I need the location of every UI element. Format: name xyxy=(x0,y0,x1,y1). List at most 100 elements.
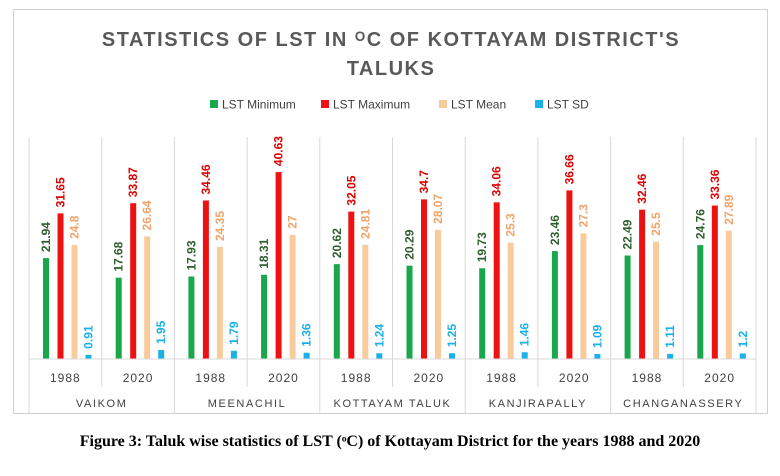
data-label-9-2: 27.89 xyxy=(722,194,736,224)
data-label-5-1: 34.7 xyxy=(417,170,431,194)
year-tick-label: 2020 xyxy=(413,371,444,385)
bar-5-2 xyxy=(435,229,441,359)
data-label-8-2: 25.5 xyxy=(649,212,663,236)
data-label-7-2: 27.3 xyxy=(576,204,590,228)
bar-8-1 xyxy=(639,209,646,359)
data-label-2-0: 17.93 xyxy=(184,240,198,270)
bar-3-2 xyxy=(289,234,296,359)
data-label-7-3: 1.09 xyxy=(590,324,604,348)
taluk-group-label: CHANGANASSERY xyxy=(623,398,743,410)
data-label-8-1: 32.46 xyxy=(635,173,649,203)
bar-4-0 xyxy=(333,264,340,359)
data-label-0-3: 0.91 xyxy=(82,325,96,349)
data-label-7-1: 36.66 xyxy=(562,154,576,184)
bar-4-1 xyxy=(348,211,355,359)
chart-title-line-2: TALUKS xyxy=(347,58,436,80)
bar-7-0 xyxy=(551,251,558,359)
category-axis: 1988 2020 1988 2020 1988 2020 1988 2020 1988 2020… xyxy=(28,137,757,413)
bar-9-1 xyxy=(711,205,718,359)
legend-swatch-1 xyxy=(321,100,329,108)
data-label-4-3: 1.24 xyxy=(372,324,386,348)
bar-2-0 xyxy=(188,276,195,359)
data-label-3-3: 1.36 xyxy=(300,323,314,347)
year-tick-label: 2020 xyxy=(268,371,299,385)
data-label-2-3: 1.79 xyxy=(227,321,241,345)
year-tick-label: 1988 xyxy=(486,371,517,385)
legend-label-2: LST Mean xyxy=(451,98,506,112)
bar-7-2 xyxy=(580,233,587,359)
data-label-0-0: 21.94 xyxy=(39,222,53,252)
chart-legend: LST Minimum LST Maximum LST Mean LST SD xyxy=(210,98,589,112)
data-label-6-1: 34.06 xyxy=(490,166,504,196)
year-tick-label: 1988 xyxy=(341,371,372,385)
bar-4-3 xyxy=(376,353,383,359)
bar-2-2 xyxy=(216,246,223,359)
legend-label-1: LST Maximum xyxy=(333,98,410,112)
chart-title-line-1: STATISTICS OF LST IN ᴼC OF KOTTAYAM DIST… xyxy=(102,29,680,51)
taluk-group-label: KANJIRAPALLY xyxy=(489,398,587,410)
bar-2-1 xyxy=(202,200,209,359)
bar-9-2 xyxy=(725,230,732,359)
year-tick-label: 2020 xyxy=(559,371,590,385)
lst-bar-chart: STATISTICS OF LST IN ᴼC OF KOTTAYAM DIST… xyxy=(28,29,757,413)
data-label-2-1: 34.46 xyxy=(199,164,213,194)
bar-8-3 xyxy=(667,353,674,359)
data-label-0-1: 31.65 xyxy=(54,177,68,207)
bar-5-1 xyxy=(421,199,427,359)
data-label-3-0: 18.31 xyxy=(257,238,271,268)
data-label-2-2: 24.35 xyxy=(213,211,227,241)
bar-9-0 xyxy=(697,245,704,359)
bar-8-0 xyxy=(624,255,631,359)
data-label-6-0: 19.73 xyxy=(475,232,489,262)
data-label-1-2: 26.64 xyxy=(140,200,154,230)
bar-6-0 xyxy=(479,268,486,359)
bar-0-2 xyxy=(71,244,78,359)
data-label-4-1: 32.05 xyxy=(344,175,358,205)
taluk-group-label: KOTTAYAM TALUK xyxy=(334,398,452,410)
data-label-9-3: 1.2 xyxy=(736,330,750,347)
data-label-6-2: 25.3 xyxy=(504,213,518,237)
bar-6-3 xyxy=(521,352,528,359)
data-label-1-1: 33.87 xyxy=(126,167,140,197)
legend-swatch-2 xyxy=(439,100,447,108)
data-label-3-1: 40.63 xyxy=(272,136,286,166)
bar-1-1 xyxy=(130,203,137,359)
bar-1-0 xyxy=(115,277,122,359)
data-label-6-3: 1.46 xyxy=(518,323,532,347)
data-label-1-3: 1.95 xyxy=(154,320,168,344)
taluk-group-label: MEENACHIL xyxy=(208,398,287,410)
bar-0-0 xyxy=(43,258,49,359)
bar-6-1 xyxy=(493,202,500,359)
year-tick-label: 2020 xyxy=(123,371,154,385)
data-label-5-2: 28.07 xyxy=(431,194,445,224)
bar-9-3 xyxy=(739,353,746,359)
year-tick-label: 1988 xyxy=(195,371,226,385)
data-label-7-0: 23.46 xyxy=(548,215,562,245)
data-label-3-2: 27 xyxy=(286,215,300,229)
bar-8-2 xyxy=(653,241,660,359)
data-label-4-0: 20.62 xyxy=(330,228,344,258)
bar-4-2 xyxy=(362,244,369,359)
chart-frame: STATISTICS OF LST IN ᴼC OF KOTTAYAM DIST… xyxy=(13,9,768,414)
bar-5-0 xyxy=(406,265,413,359)
bar-2-3 xyxy=(230,350,237,359)
data-label-9-0: 24.76 xyxy=(693,209,707,239)
bar-0-1 xyxy=(57,213,64,359)
bar-7-1 xyxy=(566,190,573,359)
year-tick-label: 1988 xyxy=(632,371,663,385)
bar-3-1 xyxy=(275,172,282,359)
data-label-4-2: 24.81 xyxy=(358,209,372,239)
bar-3-0 xyxy=(261,274,268,359)
bar-1-2 xyxy=(144,236,151,359)
data-label-8-3: 1.11 xyxy=(663,325,677,348)
year-tick-label: 1988 xyxy=(50,371,81,385)
data-label-8-0: 22.49 xyxy=(621,219,635,249)
figure-caption: Figure 3: Taluk wise statistics of LST (… xyxy=(79,433,701,450)
bar-3-3 xyxy=(303,352,310,359)
bar-5-3 xyxy=(449,353,455,359)
bar-6-2 xyxy=(507,242,514,359)
data-label-5-3: 1.25 xyxy=(445,324,459,348)
bar-0-3 xyxy=(85,354,92,359)
year-tick-label: 2020 xyxy=(704,371,735,385)
